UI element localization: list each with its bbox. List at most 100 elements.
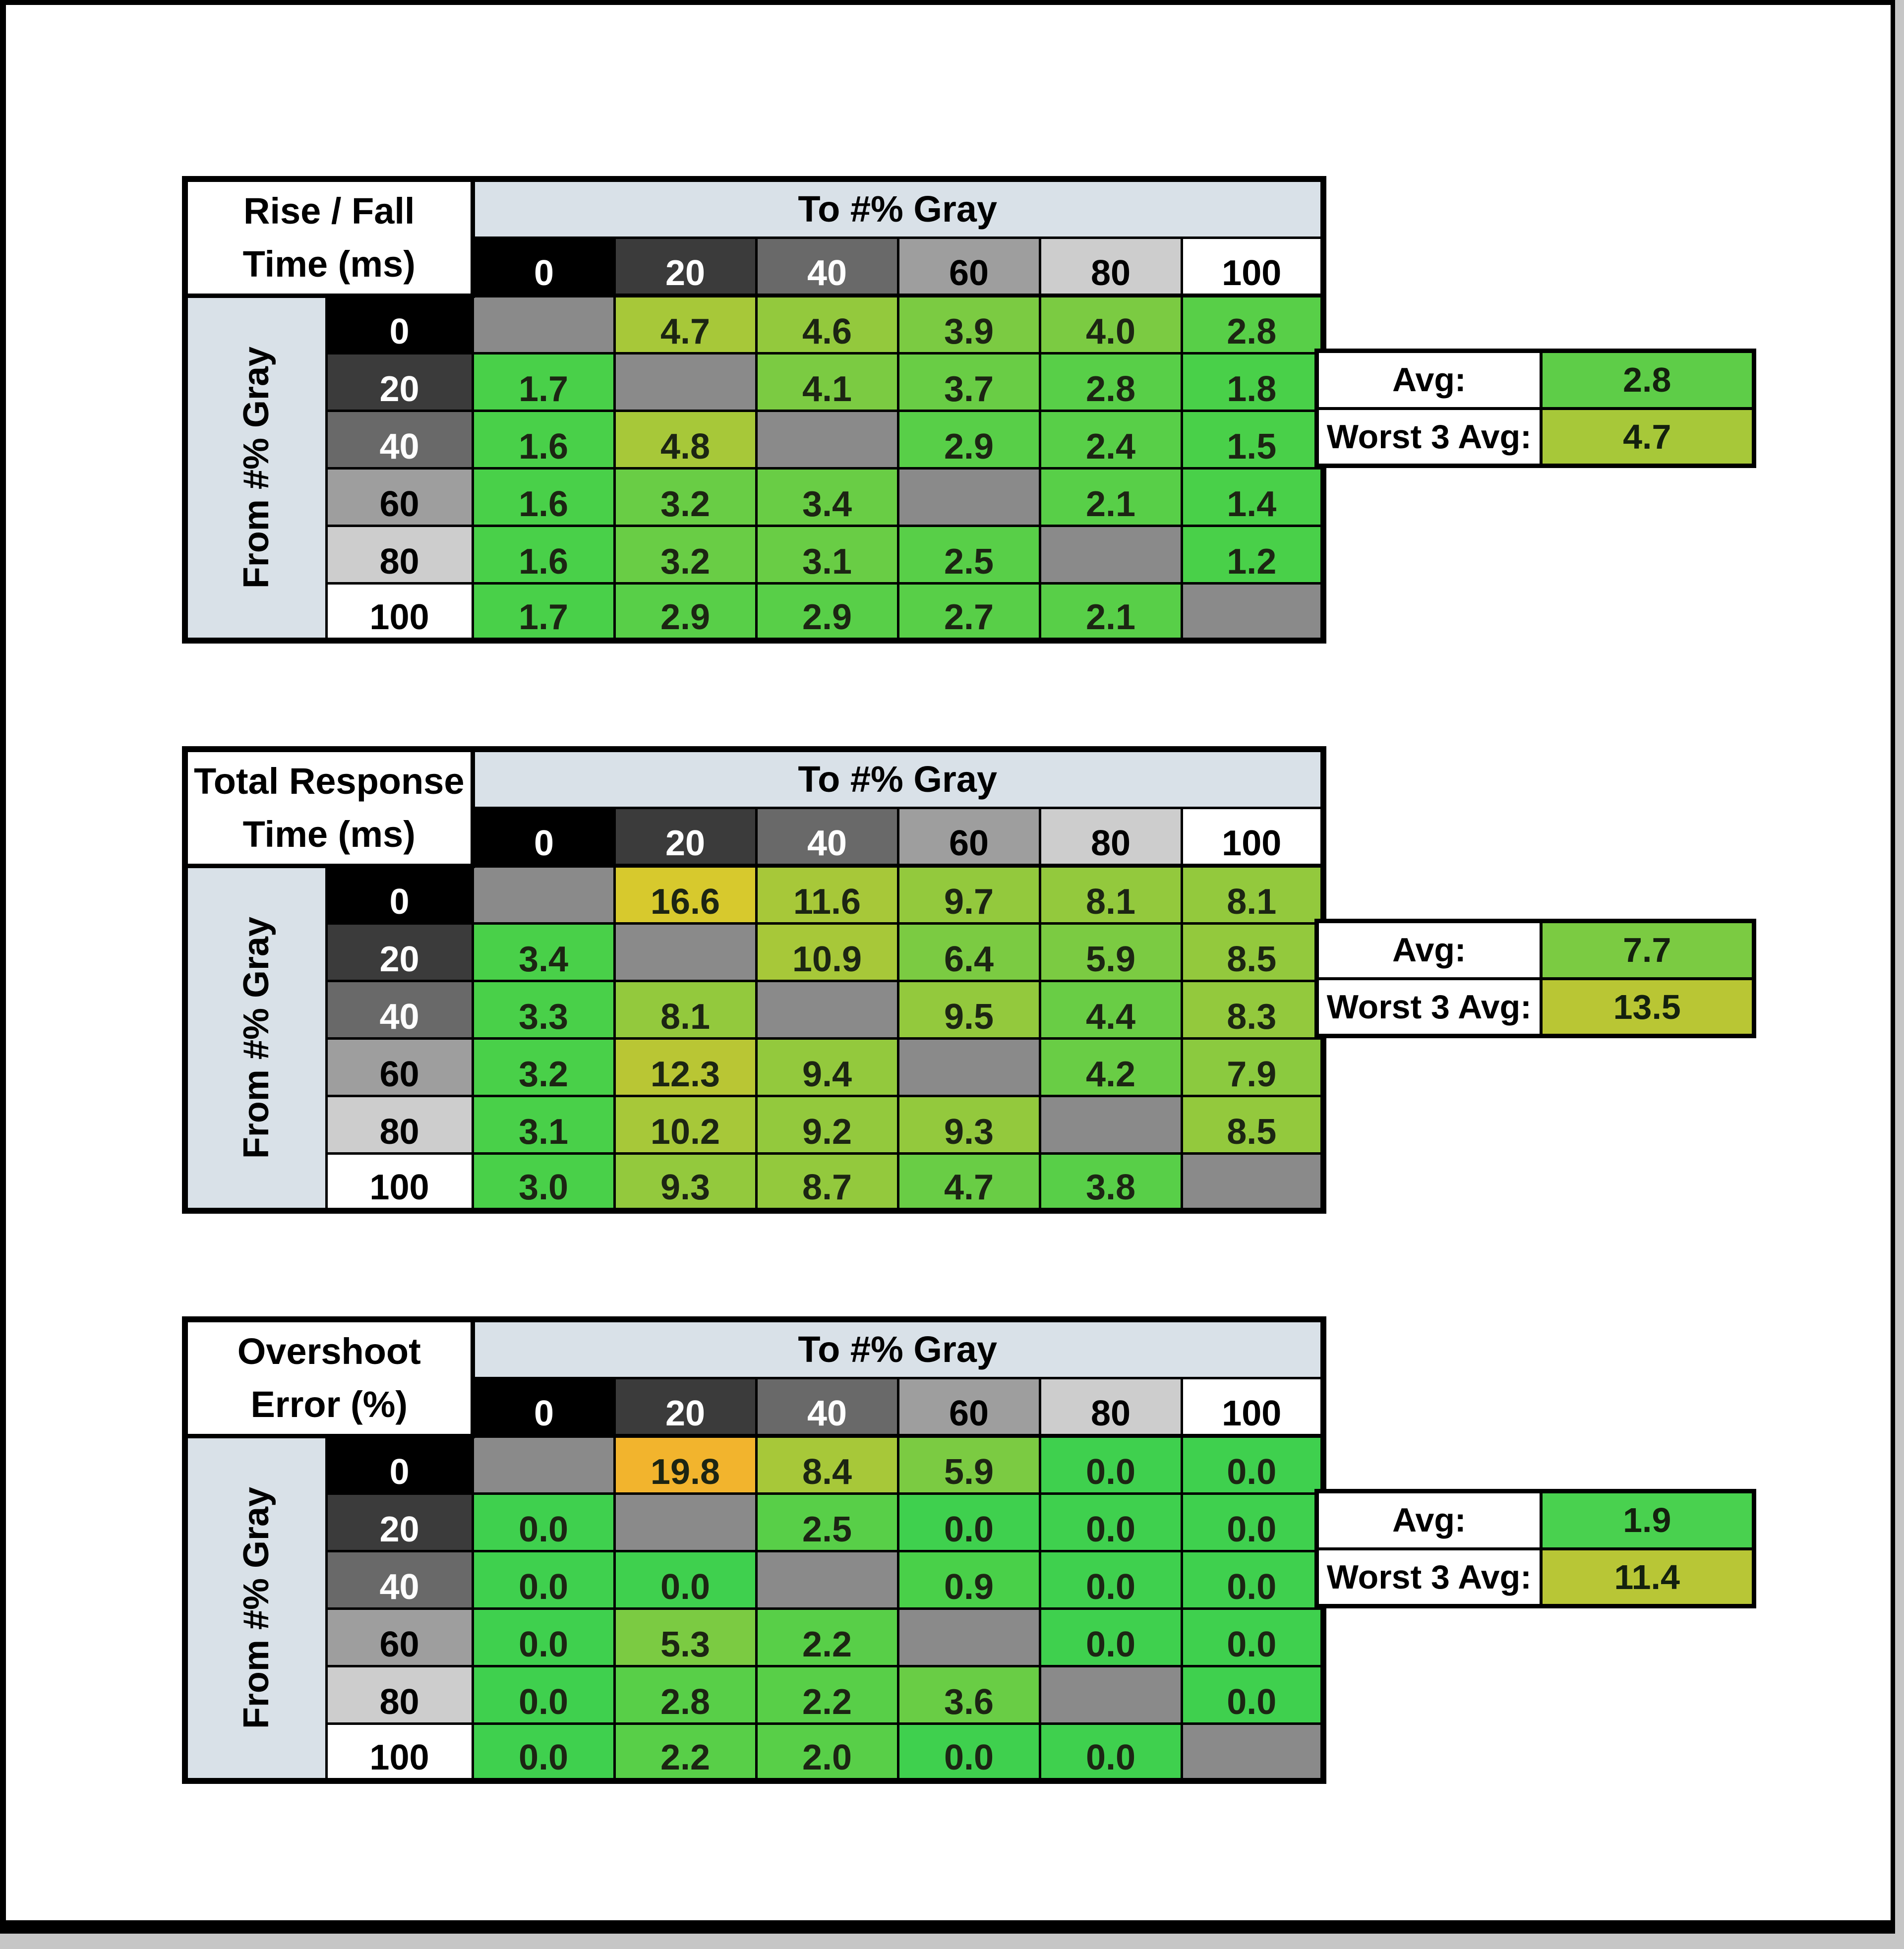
table-row-from-0: From #% Gray 0 19.8 8.4 5.9 0.0 0.0: [183, 1434, 1325, 1782]
cell-from20-to80: 5.9: [1038, 922, 1183, 982]
cell-from0-to60: 3.9: [896, 294, 1041, 354]
cell-from80-to100: 8.5: [1180, 1094, 1325, 1155]
worst-3-avg-value-overshoot-error: 11.4: [1539, 1547, 1756, 1608]
table-row-from-40: 40 3.3 8.1 9.5 4.4 8.3: [185, 979, 1325, 1040]
cell-from40-to0: 1.6: [471, 409, 616, 470]
cell-from20-to0: 1.7: [471, 352, 616, 412]
diagonal-cell: [755, 409, 899, 470]
table-title-line: Overshoot: [237, 1330, 421, 1372]
cell-from40-to20: 8.1: [613, 979, 758, 1040]
summary-box-overshoot-error: Avg: 1.9 Worst 3 Avg: 11.4: [1314, 1489, 1756, 1608]
cell-from100-to40: 2.0: [755, 1722, 899, 1782]
diagonal-cell: [1038, 1664, 1183, 1725]
col-header-80: 80: [1038, 806, 1183, 868]
heatmap-table-overshoot-error: Overshoot Error (%) To #% Gray 0 20 40 60 80 100…: [182, 1316, 1326, 1784]
cell-from20-to60: 6.4: [896, 922, 1041, 982]
cell-from100-to80: 0.0: [1038, 1722, 1183, 1782]
cell-from40-to100: 8.3: [1180, 979, 1325, 1040]
cell-from100-to0: 3.0: [471, 1152, 616, 1212]
cell-from60-to0: 3.2: [471, 1037, 616, 1097]
cell-from80-to40: 9.2: [755, 1094, 899, 1155]
cell-from0-to40: 8.4: [755, 1434, 899, 1495]
table-row-from-80: 80 3.1 10.2 9.2 9.3 8.5: [185, 1094, 1325, 1155]
cell-from20-to80: 0.0: [1038, 1492, 1183, 1552]
cell-from20-to100: 8.5: [1180, 922, 1325, 982]
row-header-100: 100: [325, 582, 474, 642]
cell-from0-to80: 0.0: [1038, 1434, 1183, 1495]
col-header-40: 40: [755, 806, 899, 868]
cell-from0-to100: 0.0: [1180, 1434, 1325, 1495]
cell-from100-to60: 0.0: [896, 1722, 1041, 1782]
col-header-60: 60: [896, 1376, 1041, 1438]
diagonal-cell: [471, 294, 616, 354]
diagonal-cell: [613, 922, 758, 982]
table-row-from-40: 40 0.0 0.0 0.9 0.0 0.0: [185, 1549, 1325, 1610]
diagonal-cell: [471, 1434, 616, 1495]
table-title-total-response-time-ms: Total Response Time (ms): [183, 748, 475, 868]
cell-from0-to20: 16.6: [613, 864, 758, 925]
cell-from0-to80: 4.0: [1038, 294, 1183, 354]
cell-from100-to40: 2.9: [755, 582, 899, 642]
cell-from40-to0: 3.3: [471, 979, 616, 1040]
cell-from60-to80: 2.1: [1038, 467, 1183, 527]
cell-from80-to20: 3.2: [613, 524, 758, 585]
col-header-80: 80: [1038, 236, 1183, 297]
cell-from60-to20: 3.2: [613, 467, 758, 527]
table-title-rise-fall-time-ms: Rise / Fall Time (ms): [183, 177, 475, 298]
row-header-20: 20: [325, 352, 474, 412]
cell-from20-to0: 3.4: [471, 922, 616, 982]
from-gray-side-label: From #% Gray: [183, 864, 328, 1212]
cell-from80-to60: 3.6: [896, 1664, 1041, 1725]
cell-from80-to20: 2.8: [613, 1664, 758, 1725]
table-row-from-60: 60 3.2 12.3 9.4 4.2 7.9: [185, 1037, 1325, 1097]
diagonal-cell: [1180, 582, 1325, 642]
cell-from0-to60: 5.9: [896, 1434, 1041, 1495]
cell-from40-to20: 4.8: [613, 409, 758, 470]
cell-from100-to0: 1.7: [471, 582, 616, 642]
cell-from60-to40: 9.4: [755, 1037, 899, 1097]
col-header-100: 100: [1180, 1376, 1325, 1438]
row-header-60: 60: [325, 467, 474, 527]
cell-from100-to60: 4.7: [896, 1152, 1041, 1212]
cell-from80-to60: 2.5: [896, 524, 1041, 585]
cell-from100-to60: 2.7: [896, 582, 1041, 642]
avg-value-total-response-time-ms: 7.7: [1539, 919, 1756, 980]
cell-from60-to80: 0.0: [1038, 1607, 1183, 1667]
table-title-line: Time (ms): [242, 243, 416, 285]
cell-from80-to40: 2.2: [755, 1664, 899, 1725]
row-header-80: 80: [325, 1664, 474, 1725]
worst-3-avg-label: Worst 3 Avg:: [1315, 407, 1543, 468]
diagonal-cell: [896, 1037, 1041, 1097]
cell-from20-to80: 2.8: [1038, 352, 1183, 412]
diagonal-cell: [755, 979, 899, 1040]
row-header-40: 40: [325, 1549, 474, 1610]
cell-from100-to80: 3.8: [1038, 1152, 1183, 1212]
cell-from0-to20: 4.7: [613, 294, 758, 354]
from-gray-side-label: From #% Gray: [183, 1434, 328, 1782]
cell-from80-to0: 0.0: [471, 1664, 616, 1725]
diagonal-cell: [1038, 1094, 1183, 1155]
diagonal-cell: [896, 467, 1041, 527]
row-header-40: 40: [325, 409, 474, 470]
table-row-from-100: 100 0.0 2.2 2.0 0.0 0.0: [185, 1722, 1325, 1782]
cell-from100-to20: 9.3: [613, 1152, 758, 1212]
table-title-line: Error (%): [250, 1384, 408, 1425]
diagonal-cell: [613, 352, 758, 412]
to-gray-banner: To #% Gray: [471, 1318, 1325, 1379]
col-header-20: 20: [613, 236, 758, 297]
cell-from80-to60: 9.3: [896, 1094, 1041, 1155]
col-header-60: 60: [896, 236, 1041, 297]
cell-from80-to100: 0.0: [1180, 1664, 1325, 1725]
cell-from40-to80: 2.4: [1038, 409, 1183, 470]
diagonal-cell: [1180, 1722, 1325, 1782]
avg-value-rise-fall-time-ms: 2.8: [1539, 349, 1756, 410]
table-title-overshoot-error: Overshoot Error (%): [183, 1318, 475, 1438]
worst-3-avg-label: Worst 3 Avg:: [1315, 977, 1543, 1038]
avg-label: Avg:: [1315, 349, 1543, 410]
worst-3-avg-value-total-response-time-ms: 13.5: [1539, 977, 1756, 1038]
cell-from80-to100: 1.2: [1180, 524, 1325, 585]
diagonal-cell: [1038, 524, 1183, 585]
cell-from100-to20: 2.9: [613, 582, 758, 642]
cell-from80-to40: 3.1: [755, 524, 899, 585]
cell-from60-to20: 12.3: [613, 1037, 758, 1097]
